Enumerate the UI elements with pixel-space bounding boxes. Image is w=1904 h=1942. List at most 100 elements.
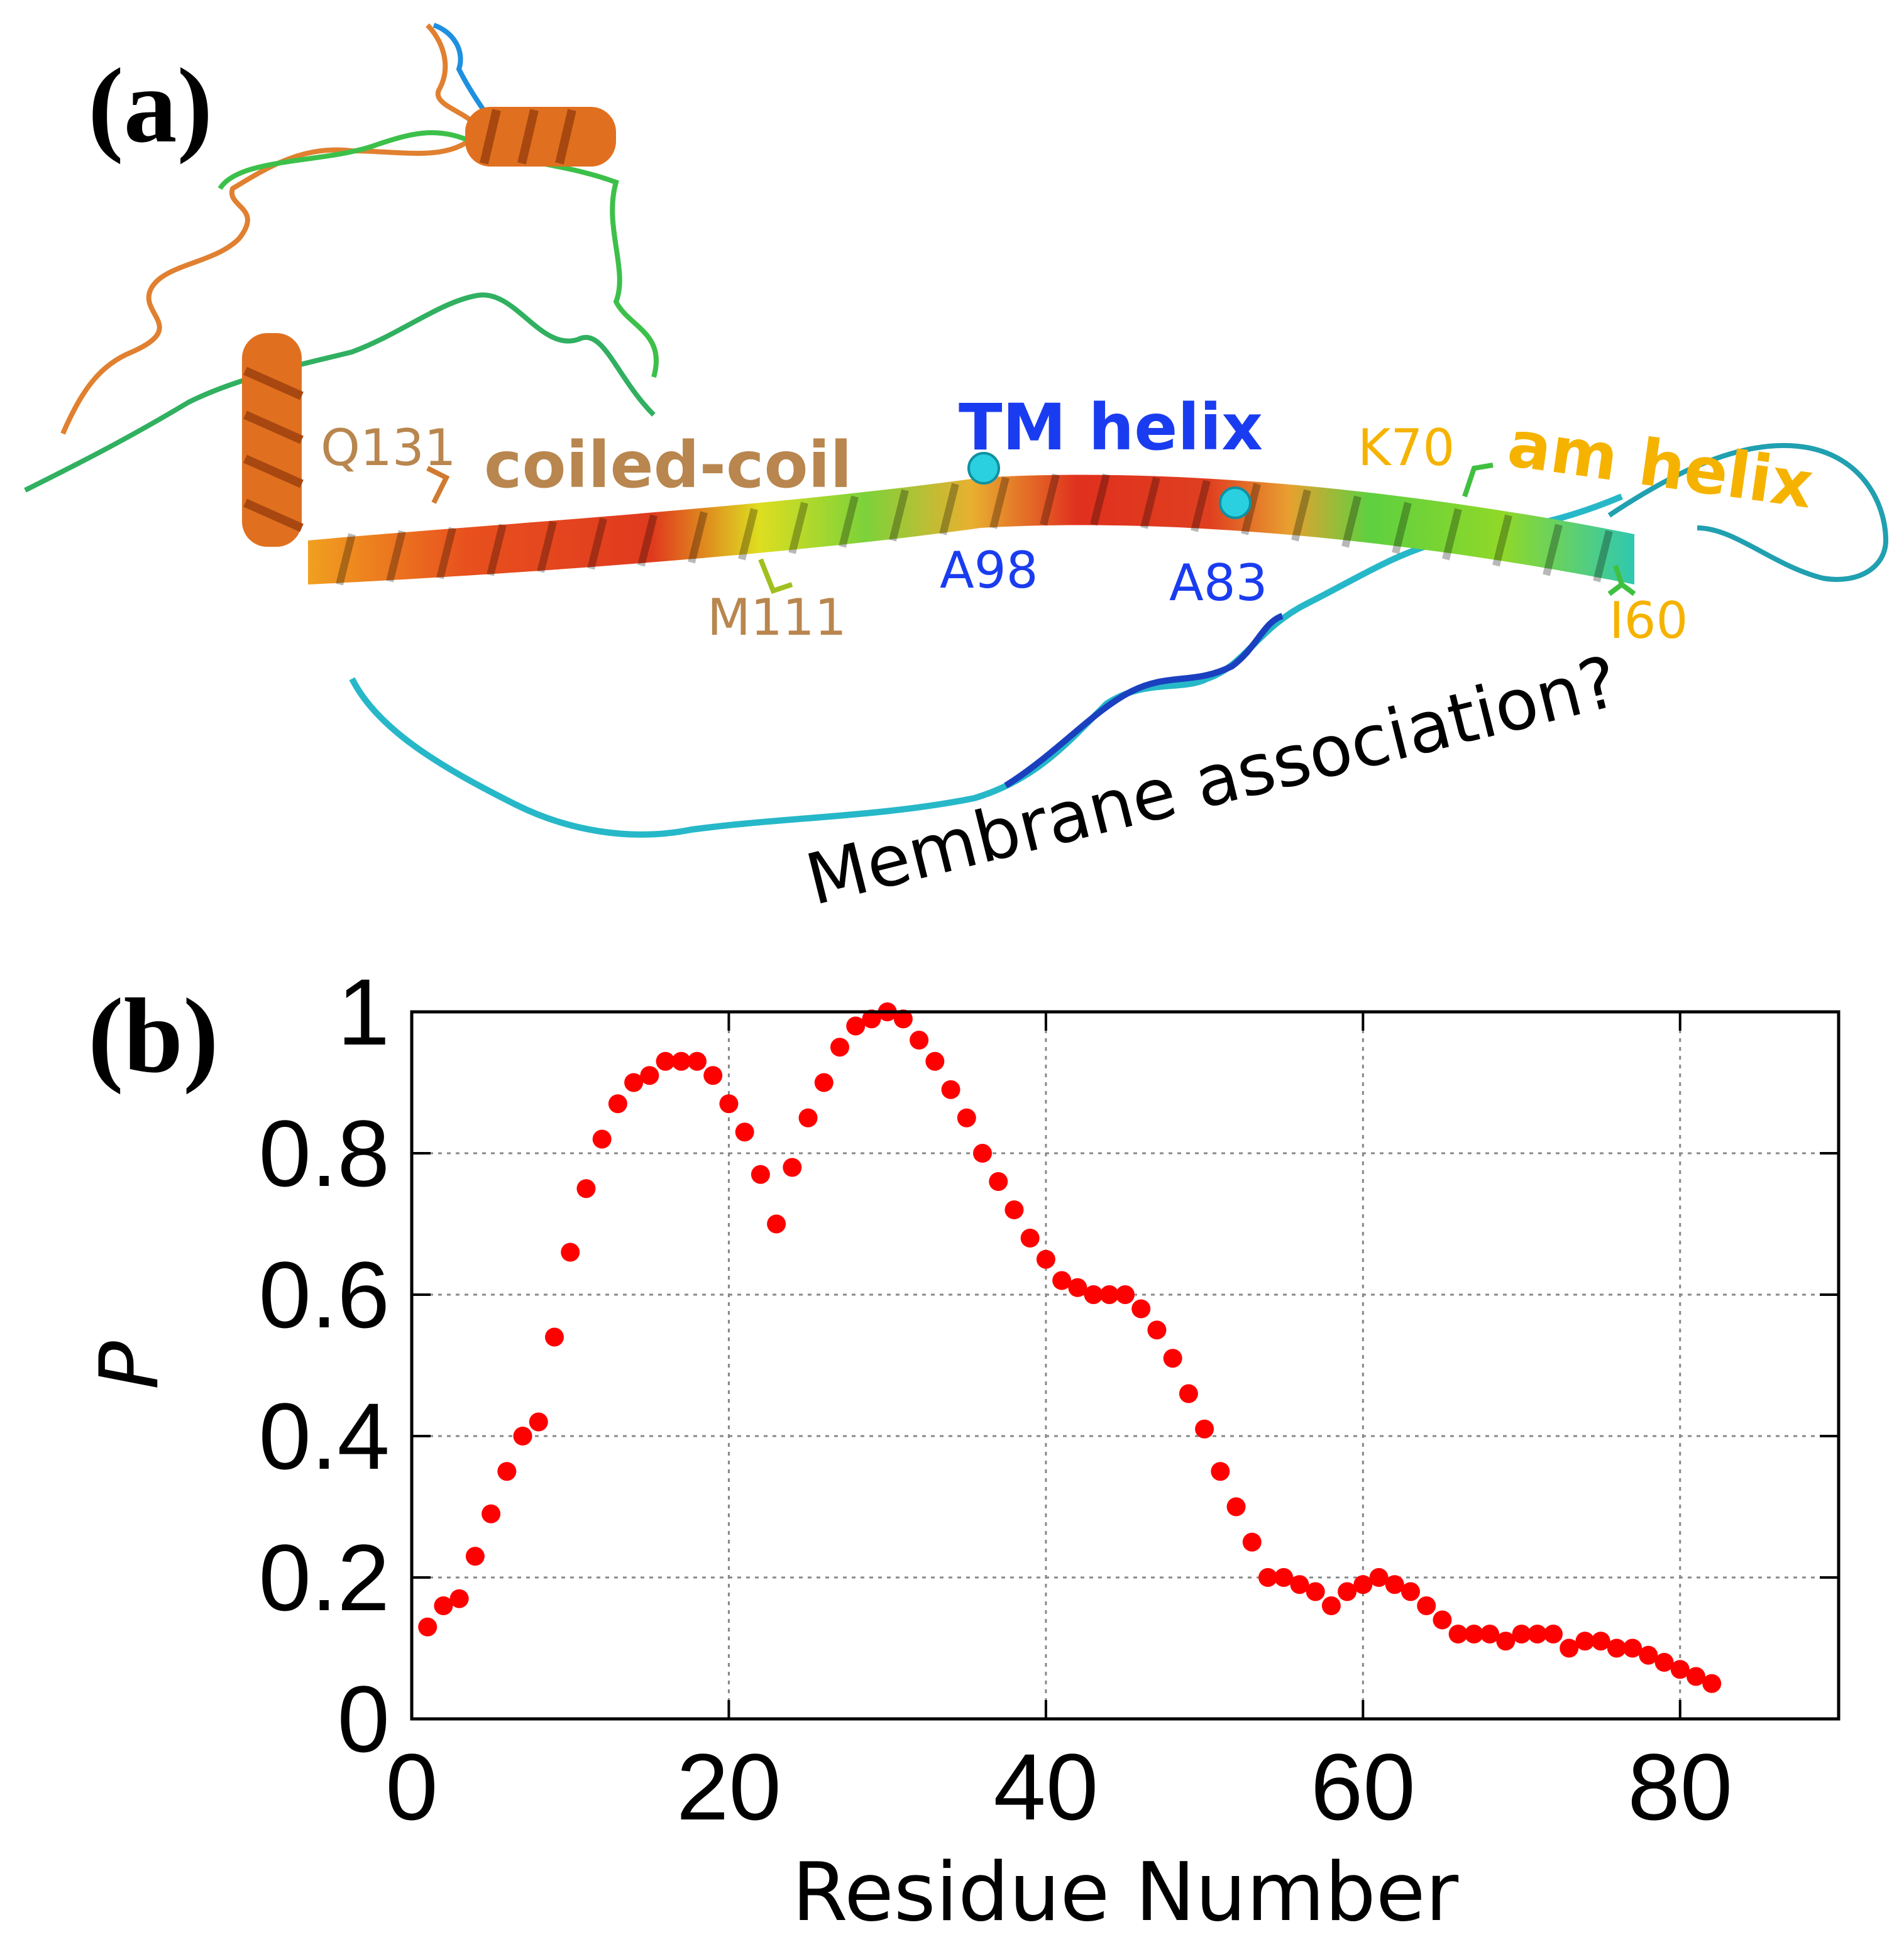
data-point xyxy=(783,1158,802,1177)
data-point xyxy=(1068,1278,1087,1297)
data-point xyxy=(1084,1285,1103,1304)
data-point xyxy=(449,1589,469,1608)
plot-frame xyxy=(410,1010,1841,1721)
data-point xyxy=(910,1031,929,1050)
label-k70: K70 xyxy=(1358,419,1455,477)
data-point xyxy=(1321,1596,1341,1615)
label-a98: A98 xyxy=(940,541,1038,600)
data-point xyxy=(1544,1625,1563,1643)
data-point xyxy=(1575,1632,1595,1651)
loop-green-2 xyxy=(24,292,656,493)
main-helix xyxy=(308,475,1634,584)
label-m111: M111 xyxy=(707,588,847,647)
data-point xyxy=(465,1547,485,1566)
data-point xyxy=(830,1038,849,1057)
y-tick-label: 0 xyxy=(338,1666,390,1772)
data-point xyxy=(1527,1625,1547,1643)
label-tm-helix: TM helix xyxy=(959,390,1263,465)
data-point xyxy=(1623,1638,1643,1658)
data-point xyxy=(1591,1632,1610,1651)
data-point xyxy=(1670,1660,1690,1679)
x-axis-title: Residue Number xyxy=(792,1846,1459,1939)
data-point xyxy=(1036,1249,1055,1269)
loop-membrane-dark xyxy=(1004,613,1284,789)
data-point xyxy=(656,1051,675,1071)
data-point xyxy=(482,1504,501,1523)
data-point xyxy=(957,1108,976,1127)
data-point xyxy=(1226,1497,1246,1517)
data-point xyxy=(576,1179,596,1199)
data-point xyxy=(1433,1610,1452,1630)
label-membrane-association: Membrane association? xyxy=(798,640,1626,921)
data-point xyxy=(1147,1320,1167,1340)
label-a83: A83 xyxy=(1169,554,1268,612)
data-point xyxy=(719,1094,739,1114)
x-tick-label: 60 xyxy=(1311,1734,1416,1840)
label-i60: I60 xyxy=(1609,591,1688,650)
data-point xyxy=(973,1144,992,1163)
y-tick-label: 0.8 xyxy=(258,1100,390,1206)
loop-upper xyxy=(60,23,481,435)
data-point xyxy=(1195,1419,1214,1439)
data-point xyxy=(1385,1575,1404,1594)
data-point xyxy=(688,1051,707,1071)
data-point xyxy=(1654,1653,1674,1672)
protein-structure xyxy=(24,23,1889,838)
data-point xyxy=(529,1412,548,1432)
data-point xyxy=(798,1108,818,1127)
label-coiled-coil: coiled-coil xyxy=(484,428,852,503)
atom-a83 xyxy=(1219,486,1252,519)
data-point xyxy=(545,1327,564,1347)
data-point xyxy=(814,1073,834,1092)
data-point xyxy=(1116,1285,1135,1304)
data-point xyxy=(925,1051,945,1071)
grid-lines xyxy=(412,1012,1839,1719)
data-point xyxy=(1417,1596,1436,1615)
sidechain-k70 xyxy=(1462,463,1494,498)
sidechain-m111 xyxy=(758,558,793,594)
data-point xyxy=(735,1122,754,1142)
helix-upper-turns xyxy=(480,109,576,165)
data-point xyxy=(1607,1638,1626,1658)
data-point xyxy=(1560,1638,1579,1658)
data-point xyxy=(1179,1384,1198,1403)
panel-a-label: (a) xyxy=(88,47,212,165)
data-point xyxy=(513,1427,532,1446)
data-point xyxy=(893,1009,913,1029)
data-point xyxy=(1211,1462,1230,1481)
data-point xyxy=(1448,1625,1468,1643)
y-axis-title: P xyxy=(83,1341,177,1390)
panel-b-label: (b) xyxy=(88,977,219,1095)
data-point xyxy=(1306,1582,1325,1601)
panel-a: (a) xyxy=(24,23,1889,921)
data-point xyxy=(1369,1568,1389,1587)
y-tick-label: 1 xyxy=(338,959,390,1065)
data-point xyxy=(989,1172,1008,1191)
data-point xyxy=(1099,1285,1119,1304)
scatter-chart: 0 0.2 0.4 0.6 0.8 1 0 20 40 60 80 Residue Number P xyxy=(83,959,1841,1939)
data-point xyxy=(608,1094,627,1114)
axis-ticks: 0 0.2 0.4 0.6 0.8 1 0 20 40 60 80 xyxy=(258,959,1839,1840)
data-point xyxy=(434,1596,453,1615)
data-point xyxy=(1512,1625,1531,1643)
data-point xyxy=(1639,1645,1658,1665)
loop-cterm xyxy=(1607,442,1889,582)
data-point xyxy=(751,1165,770,1184)
data-point xyxy=(671,1051,691,1071)
data-point xyxy=(592,1129,612,1149)
y-tick-label: 0.6 xyxy=(258,1242,390,1347)
data-point xyxy=(1004,1200,1024,1219)
data-point xyxy=(1464,1625,1483,1643)
data-point xyxy=(1702,1674,1722,1693)
sidechain-q131 xyxy=(426,466,450,504)
data-point xyxy=(941,1080,960,1099)
data-point xyxy=(624,1073,644,1092)
data-point xyxy=(862,1009,881,1029)
data-point xyxy=(703,1066,723,1085)
data-point xyxy=(1258,1568,1277,1587)
x-tick-label: 40 xyxy=(993,1734,1098,1840)
x-tick-label: 80 xyxy=(1627,1734,1732,1840)
data-point xyxy=(418,1617,437,1637)
data-point xyxy=(1052,1271,1072,1290)
